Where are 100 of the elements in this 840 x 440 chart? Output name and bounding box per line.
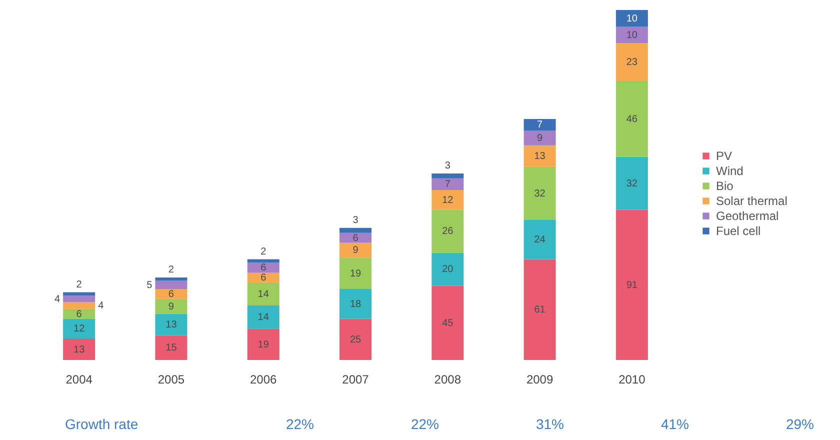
- bar: [63, 338, 96, 360]
- data-label: 32: [626, 178, 638, 190]
- text: Growth rate: [65, 416, 138, 432]
- data-label: 12: [442, 194, 454, 206]
- bar: [432, 173, 464, 178]
- bar: [247, 282, 280, 306]
- bar: [247, 262, 280, 272]
- bar: [155, 280, 188, 290]
- bar: [155, 314, 188, 336]
- text: 31%: [536, 416, 564, 432]
- data-label: 23: [626, 57, 638, 68]
- bar: [524, 130, 556, 146]
- bar: [616, 80, 648, 157]
- text: 29%: [786, 416, 814, 432]
- data-label: 13: [534, 151, 546, 162]
- bar: [63, 318, 96, 339]
- text: 22%: [286, 416, 314, 432]
- bar: [247, 272, 280, 282]
- data-label: 6: [76, 308, 82, 320]
- bar: [63, 296, 96, 302]
- bar: [340, 258, 372, 290]
- bar: [247, 259, 280, 263]
- bar: [524, 220, 556, 260]
- bar: [63, 292, 96, 296]
- data-label: 14: [258, 288, 270, 300]
- data-label: 46: [626, 114, 638, 125]
- data-label: 6: [260, 262, 267, 274]
- bar: [616, 43, 648, 81]
- data-label: 91: [626, 280, 638, 291]
- x-tick-label: 2006: [250, 372, 278, 386]
- data-label: 2: [260, 246, 267, 258]
- bar: [155, 277, 188, 281]
- bar: [340, 242, 372, 258]
- legend-label: Geothermal: [716, 209, 779, 223]
- data-label: 2: [76, 279, 82, 290]
- bar: [340, 228, 372, 233]
- data-label: 10: [626, 30, 638, 41]
- data-label: 9: [352, 245, 359, 256]
- data-label: 5: [146, 280, 153, 291]
- bar: [524, 145, 556, 167]
- data-label: 13: [166, 320, 178, 331]
- data-label: 19: [350, 268, 362, 280]
- legend-label: Bio: [716, 179, 734, 193]
- text: 41%: [660, 416, 690, 432]
- data-label: 2: [168, 264, 174, 276]
- data-label: 6: [260, 272, 267, 284]
- x-tick-label: 2008: [434, 372, 462, 386]
- data-label: 25: [350, 334, 362, 346]
- x-tick-label: 2004: [66, 372, 93, 386]
- bar: [616, 210, 648, 360]
- data-label: 6: [352, 232, 359, 244]
- bar: [524, 259, 556, 360]
- data-label: 9: [537, 132, 544, 144]
- legend-label: Solar thermal: [716, 194, 788, 208]
- bar: [616, 156, 648, 210]
- x-tick-label: 2010: [618, 372, 646, 386]
- data-label: 4: [54, 294, 61, 305]
- bar: [340, 289, 372, 319]
- data-label: 19: [258, 339, 270, 350]
- bar: [432, 210, 464, 253]
- bar: [524, 118, 556, 131]
- bar: [432, 178, 464, 190]
- data-label: 9: [168, 301, 174, 312]
- legend-label: Fuel cell: [716, 224, 761, 238]
- text: 22%: [410, 416, 440, 432]
- bar: [247, 328, 280, 360]
- bar: [432, 190, 464, 210]
- legend-label: PV: [716, 149, 732, 163]
- data-label: 12: [74, 324, 86, 335]
- data-label: 14: [258, 312, 270, 324]
- data-label: 7: [444, 179, 451, 190]
- data-label: 15: [166, 342, 178, 354]
- data-label: 4: [98, 300, 104, 312]
- data-label: 26: [442, 226, 454, 238]
- data-label: 24: [534, 234, 546, 246]
- data-label: 3: [444, 160, 451, 172]
- bar: [432, 286, 464, 360]
- data-label: 18: [350, 298, 362, 310]
- data-label: 61: [534, 304, 546, 316]
- bar: [340, 232, 372, 243]
- bar: [524, 166, 556, 220]
- data-label: 20: [442, 264, 454, 276]
- bar: [155, 298, 188, 314]
- bar: [155, 289, 188, 299]
- x-tick-label: 2007: [342, 372, 370, 386]
- data-label: 6: [168, 288, 174, 300]
- data-label: 7: [537, 120, 544, 131]
- bar: [340, 318, 372, 360]
- x-tick-label: 2005: [158, 372, 185, 386]
- data-label: 45: [442, 318, 454, 329]
- data-label: 32: [534, 188, 546, 200]
- bar: [616, 10, 648, 27]
- data-label: 10: [626, 13, 638, 24]
- bar: [616, 26, 648, 44]
- bar: [247, 306, 280, 329]
- bar: [63, 302, 96, 309]
- data-label: 3: [352, 214, 359, 226]
- bar: [432, 252, 464, 286]
- legend-label: Wind: [716, 164, 744, 178]
- x-tick-label: 2009: [526, 372, 554, 386]
